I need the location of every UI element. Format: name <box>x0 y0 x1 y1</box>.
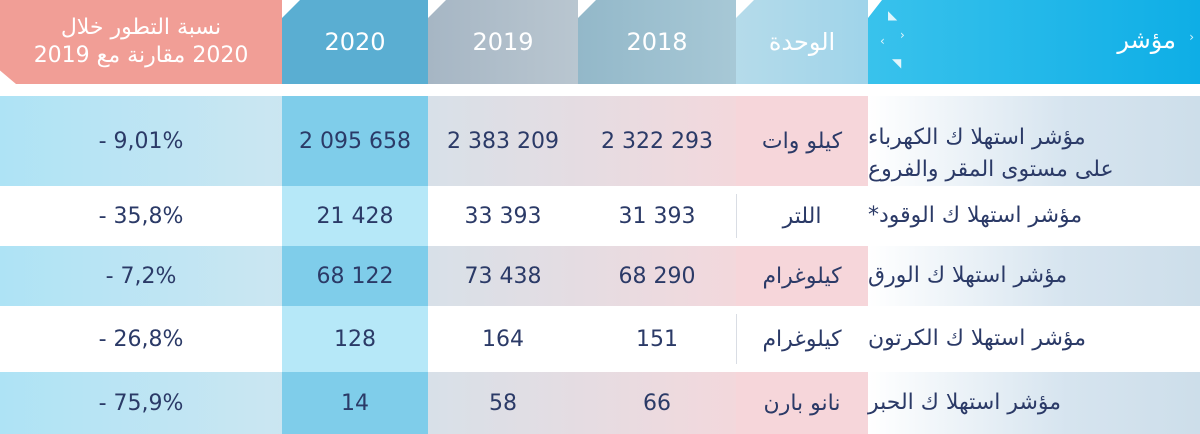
row-change: - 9,01% <box>98 128 184 154</box>
row-value-2018: 66 <box>643 390 671 416</box>
decor-chevron-icon: › <box>900 28 905 42</box>
row-band <box>0 96 868 186</box>
row-indicator: مؤشر استهلا ك الكرتون <box>868 326 1087 351</box>
header-separator <box>0 84 1200 96</box>
row-indicator-line2: على مستوى المقر والفروع <box>868 157 1114 182</box>
row-unit: نانو بارن <box>736 372 868 434</box>
row-change: - 7,2% <box>105 263 177 289</box>
row-indicator: مؤشر استهلا ك الحبر <box>868 372 1200 434</box>
header-change: نسبة التطور خلال 2020 مقارنة مع 2019 <box>0 0 282 84</box>
row-indicator: مؤشر استهلا ك الوقود* <box>868 203 1083 228</box>
row-value-2020: 14 <box>282 372 428 434</box>
table-row: كيلو وات 2 095 658 2 383 209 2 322 293 -… <box>0 96 1200 186</box>
header-year-2019: 2019 <box>428 0 578 84</box>
row-value-2020: 21 428 <box>282 186 428 246</box>
row-band <box>0 246 868 306</box>
table-row: نانو بارن 14 58 66 - 75,9% مؤشر استهلا ك… <box>0 372 1200 434</box>
table-row: كيلوغرام 68 122 73 438 68 290 - 7,2% مؤش… <box>0 246 1200 306</box>
cell-divider <box>736 314 737 364</box>
row-value-2019: 58 <box>489 390 517 416</box>
row-value-2019: 33 393 <box>464 203 542 229</box>
decor-chevron-icon: ◣ <box>888 8 898 22</box>
row-change: - 35,8% <box>98 203 184 229</box>
header-indicator-label: مؤشر <box>1117 26 1176 54</box>
row-indicator-line1: مؤشر استهلا ك الكهرباء <box>868 125 1086 150</box>
table-row: كيلوغرام 128 164 151 - 26,8% مؤشر استهلا… <box>0 306 1200 372</box>
row-change: - 75,9% <box>98 390 184 416</box>
header-year-2020: 2020 <box>282 0 428 84</box>
row-unit: اللتر <box>782 203 822 229</box>
row-unit: كيلو وات <box>736 96 868 186</box>
cell-divider <box>736 194 737 238</box>
row-value-2018: 31 393 <box>618 203 696 229</box>
header-change-line1: نسبة التطور خلال <box>60 15 222 40</box>
decor-chevron-icon: › <box>1189 30 1194 44</box>
row-unit: كيلوغرام <box>736 246 868 306</box>
row-indicator: مؤشر استهلا ك الورق <box>868 246 1200 306</box>
row-band <box>0 372 868 434</box>
row-value-2019: 2 383 209 <box>447 128 559 154</box>
row-unit: كيلوغرام <box>762 326 842 352</box>
decor-chevron-icon: ◥ <box>892 56 902 70</box>
row-value-2019: 73 438 <box>464 263 542 289</box>
row-indicator: مؤشر استهلا ك الكهرباء على مستوى المقر و… <box>868 96 1200 186</box>
header-unit: الوحدة <box>736 0 868 84</box>
row-value-2020: 68 122 <box>282 246 428 306</box>
header-indicator: ◣ ‹ › ◥ › مؤشر <box>868 0 1200 84</box>
table-row: اللتر 21 428 33 393 31 393 - 35,8% مؤشر … <box>0 186 1200 246</box>
row-change: - 26,8% <box>98 326 184 352</box>
row-value-2018: 2 322 293 <box>601 128 713 154</box>
row-value-2020: 128 <box>282 306 428 372</box>
header-year-2018: 2018 <box>578 0 736 84</box>
header-change-line2: 2020 مقارنة مع 2019 <box>33 43 249 68</box>
row-value-2018: 151 <box>636 326 678 352</box>
row-value-2019: 164 <box>482 326 524 352</box>
row-value-2020: 2 095 658 <box>282 96 428 186</box>
row-value-2018: 68 290 <box>618 263 696 289</box>
decor-chevron-icon: ‹ <box>880 34 885 48</box>
